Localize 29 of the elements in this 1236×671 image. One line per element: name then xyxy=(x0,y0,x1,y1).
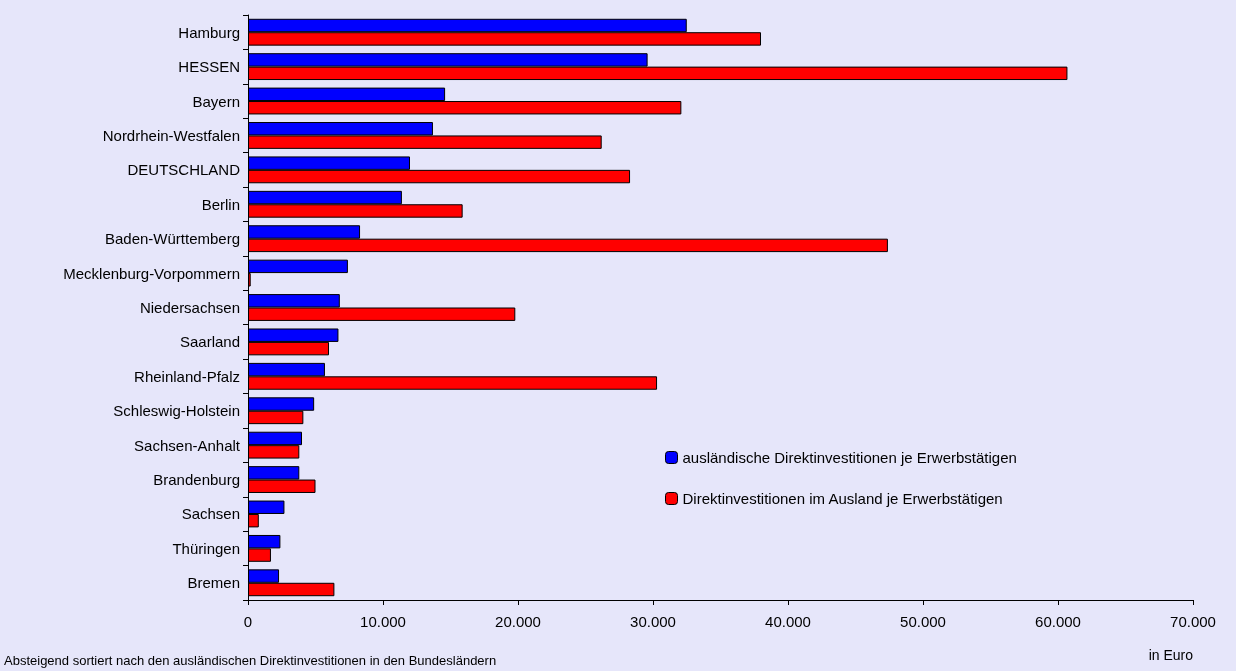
y-tick-label: Bremen xyxy=(187,574,240,592)
x-tick-label: 50.000 xyxy=(900,613,946,630)
x-tick-label: 30.000 xyxy=(630,613,676,630)
y-tick-label: Bayern xyxy=(192,92,240,110)
x-tick-label: 40.000 xyxy=(765,613,811,630)
y-tick-label: Berlin xyxy=(201,195,240,213)
y-tick-label: Brandenburg xyxy=(153,471,240,489)
y-tick-label: Sachsen xyxy=(181,505,240,523)
x-tick-label: 70.000 xyxy=(1170,613,1216,630)
x-tick-label: 20.000 xyxy=(495,613,541,630)
legend-label: ausländische Direktinvestitionen je Erwerbstätigen xyxy=(682,449,1017,466)
y-tick-label: HESSEN xyxy=(178,58,240,76)
x-tick-label: 0 xyxy=(243,613,253,630)
y-tick-label: DEUTSCHLAND xyxy=(127,161,241,179)
y-tick-label: Schleswig-Holstein xyxy=(113,402,240,420)
x-tick-label: 60.000 xyxy=(1035,613,1081,630)
y-tick-label: Niedersachsen xyxy=(139,299,240,316)
y-tick-label: Hamburg xyxy=(178,23,240,41)
legend-label: Direktinvestitionen im Ausland je Erwerbstätigen xyxy=(682,490,1003,507)
y-tick-label: Rheinland-Pfalz xyxy=(134,367,240,385)
y-tick-label: Saarland xyxy=(179,333,240,351)
x-axis-title: in Euro xyxy=(1148,647,1194,663)
y-tick-label: Nordrhein-Westfalen xyxy=(102,126,240,144)
y-tick-label: Mecklenburg-Vorpommern xyxy=(63,264,240,282)
y-tick-label: Baden-Württemberg xyxy=(104,230,240,248)
text: Absteigend sortiert nach den ausländischen Direktinvestitionen in den Bundesländern xyxy=(4,653,497,668)
x-tick-label: 10.000 xyxy=(360,613,406,630)
y-tick-label: Thüringen xyxy=(172,539,240,557)
y-tick-label: Sachsen-Anhalt xyxy=(134,436,241,454)
